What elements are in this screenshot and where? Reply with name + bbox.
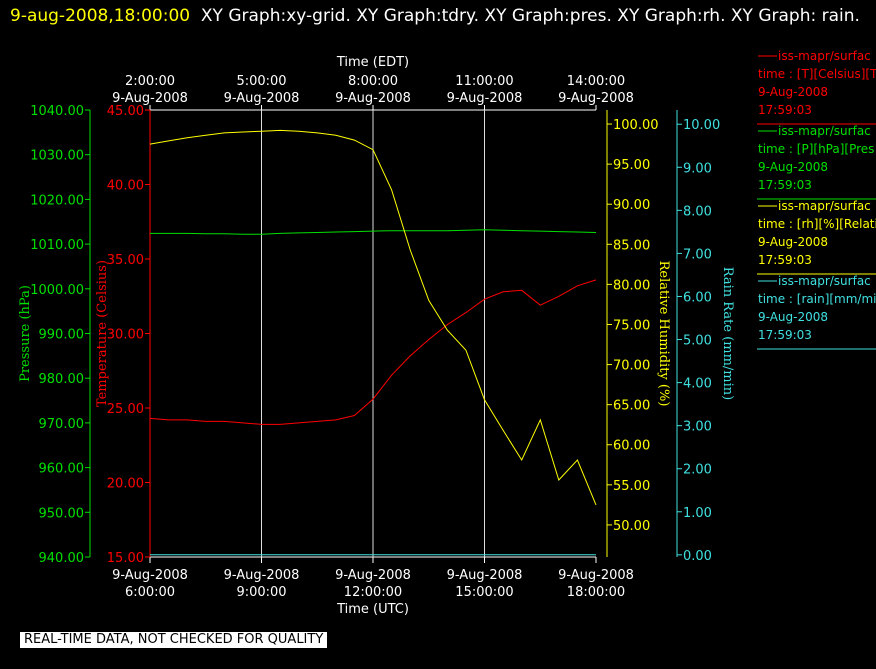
y-tick-label: 950.00 (39, 506, 85, 521)
x-tick-label: 9:00:00 (236, 585, 286, 600)
y-tick-label: 10.00 (683, 118, 720, 133)
x-tick-label: 18:00:00 (567, 585, 625, 600)
y-tick-label: 990.00 (39, 328, 85, 343)
y-tick-label: 60.00 (613, 439, 650, 454)
x2-tick-label: 5:00:00 (236, 74, 286, 89)
x2-tick-label: 14:00:00 (567, 74, 625, 89)
title: 9-aug-2008,18:00:00 (10, 6, 191, 26)
legend-detail: 9-Aug-2008 (758, 235, 828, 249)
x2-tick-label: 9-Aug-2008 (335, 91, 411, 106)
legend-detail: time : [P][hPa][Pres (758, 142, 874, 156)
y-tick-label: 65.00 (613, 399, 650, 414)
y-axis-label: Pressure (hPa) (18, 285, 33, 382)
legend-detail: 9-Aug-2008 (758, 85, 828, 99)
legend-label: iss-mapr/surfac (778, 199, 871, 213)
y-tick-label: 100.00 (613, 118, 659, 133)
footer: REAL-TIME DATA, NOT CHECKED FOR QUALITY (20, 632, 328, 648)
y-tick-label: 8.00 (683, 204, 712, 219)
y-tick-label: 40.00 (107, 179, 144, 194)
y-tick-label: 20.00 (107, 477, 144, 492)
legend-detail: time : [rh][%][Relati (758, 217, 876, 231)
legend-detail: 9-Aug-2008 (758, 160, 828, 174)
y-tick-label: 35.00 (107, 253, 144, 268)
legend-detail: 17:59:03 (758, 328, 812, 342)
y-tick-label: 50.00 (613, 519, 650, 534)
y-tick-label: 85.00 (613, 238, 650, 253)
x-tick-label: 9-Aug-2008 (224, 568, 300, 583)
y-axis-label: Temperature (Celsius) (95, 260, 110, 407)
y-tick-label: 5.00 (683, 334, 712, 349)
y-tick-label: 940.00 (39, 551, 85, 566)
y-tick-label: 7.00 (683, 247, 712, 262)
legend-label: iss-mapr/surfac (778, 274, 871, 288)
y-tick-label: 75.00 (613, 318, 650, 333)
legend-detail: time : [rain][mm/min (758, 292, 876, 306)
legend-detail: time : [T][Celsius][T (758, 67, 876, 81)
y-tick-label: 970.00 (39, 417, 85, 432)
x-axis-label: Time (UTC) (336, 602, 409, 617)
x2-tick-label: 2:00:00 (125, 74, 175, 89)
y-tick-label: 980.00 (39, 372, 85, 387)
chart-body: 9-Aug-2008 6:00:00 9-Aug-2008 9:00:00 9-Aug-… (18, 49, 876, 617)
legend-label: iss-mapr/surfac (778, 124, 871, 138)
legend-detail: 17:59:03 (758, 103, 812, 117)
y-tick-label: 70.00 (613, 359, 650, 374)
y-tick-label: 1030.00 (30, 149, 84, 164)
y-tick-label: 55.00 (613, 479, 650, 494)
x-tick-label: 9-Aug-2008 (112, 568, 188, 583)
y-axis-label: Rain Rate (mm/min) (720, 267, 735, 400)
x2-tick-label: 9-Aug-2008 (112, 91, 188, 106)
y-tick-label: 960.00 (39, 462, 85, 477)
y-tick-label: 95.00 (613, 158, 650, 173)
legend-label: iss-mapr/surfac (778, 49, 871, 63)
y-tick-label: 4.00 (683, 377, 712, 392)
x-tick-label: 9-Aug-2008 (558, 568, 634, 583)
x2-tick-label: 9-Aug-2008 (558, 91, 634, 106)
y-tick-label: 6.00 (683, 290, 712, 305)
x2-tick-label: 9-Aug-2008 (224, 91, 300, 106)
y-tick-label: 3.00 (683, 420, 712, 435)
legend-detail: 9-Aug-2008 (758, 310, 828, 324)
y-tick-label: 2.00 (683, 463, 712, 478)
x-tick-label: 9-Aug-2008 (447, 568, 523, 583)
x2-axis-label: Time (EDT) (336, 55, 409, 70)
x-tick-label: 12:00:00 (344, 585, 402, 600)
y-tick-label: 45.00 (107, 104, 144, 119)
y-tick-label: 1020.00 (30, 193, 84, 208)
x2-tick-label: 11:00:00 (455, 74, 513, 89)
y-tick-label: 1010.00 (30, 238, 84, 253)
x2-tick-label: 8:00:00 (348, 74, 398, 89)
y-tick-label: 1.00 (683, 506, 712, 521)
subtitle: XY Graph:xy-grid. XY Graph:tdry. XY Grap… (200, 6, 860, 26)
y-tick-label: 30.00 (107, 328, 144, 343)
x-tick-label: 15:00:00 (455, 585, 513, 600)
x-tick-label: 6:00:00 (125, 585, 175, 600)
y-tick-label: 1000.00 (30, 283, 84, 298)
y-tick-label: 9.00 (683, 161, 712, 176)
y-tick-label: 25.00 (107, 402, 144, 417)
series-line (150, 229, 597, 235)
y-tick-label: 15.00 (107, 551, 144, 566)
header: 9-aug-2008,18:00:00 XY Graph:xy-grid. XY… (10, 2, 860, 31)
x2-tick-label: 9-Aug-2008 (447, 91, 523, 106)
y-tick-label: 1040.00 (30, 104, 84, 119)
legend-detail: 17:59:03 (758, 178, 812, 192)
legend-detail: 17:59:03 (758, 253, 812, 267)
y-axis-label: Relative Humidity (%) (656, 261, 671, 407)
y-tick-label: 80.00 (613, 278, 650, 293)
y-tick-label: 0.00 (683, 549, 712, 564)
series-line (149, 129, 597, 506)
series-line (149, 279, 597, 425)
y-tick-label: 90.00 (613, 198, 650, 213)
x-tick-label: 9-Aug-2008 (335, 568, 411, 583)
